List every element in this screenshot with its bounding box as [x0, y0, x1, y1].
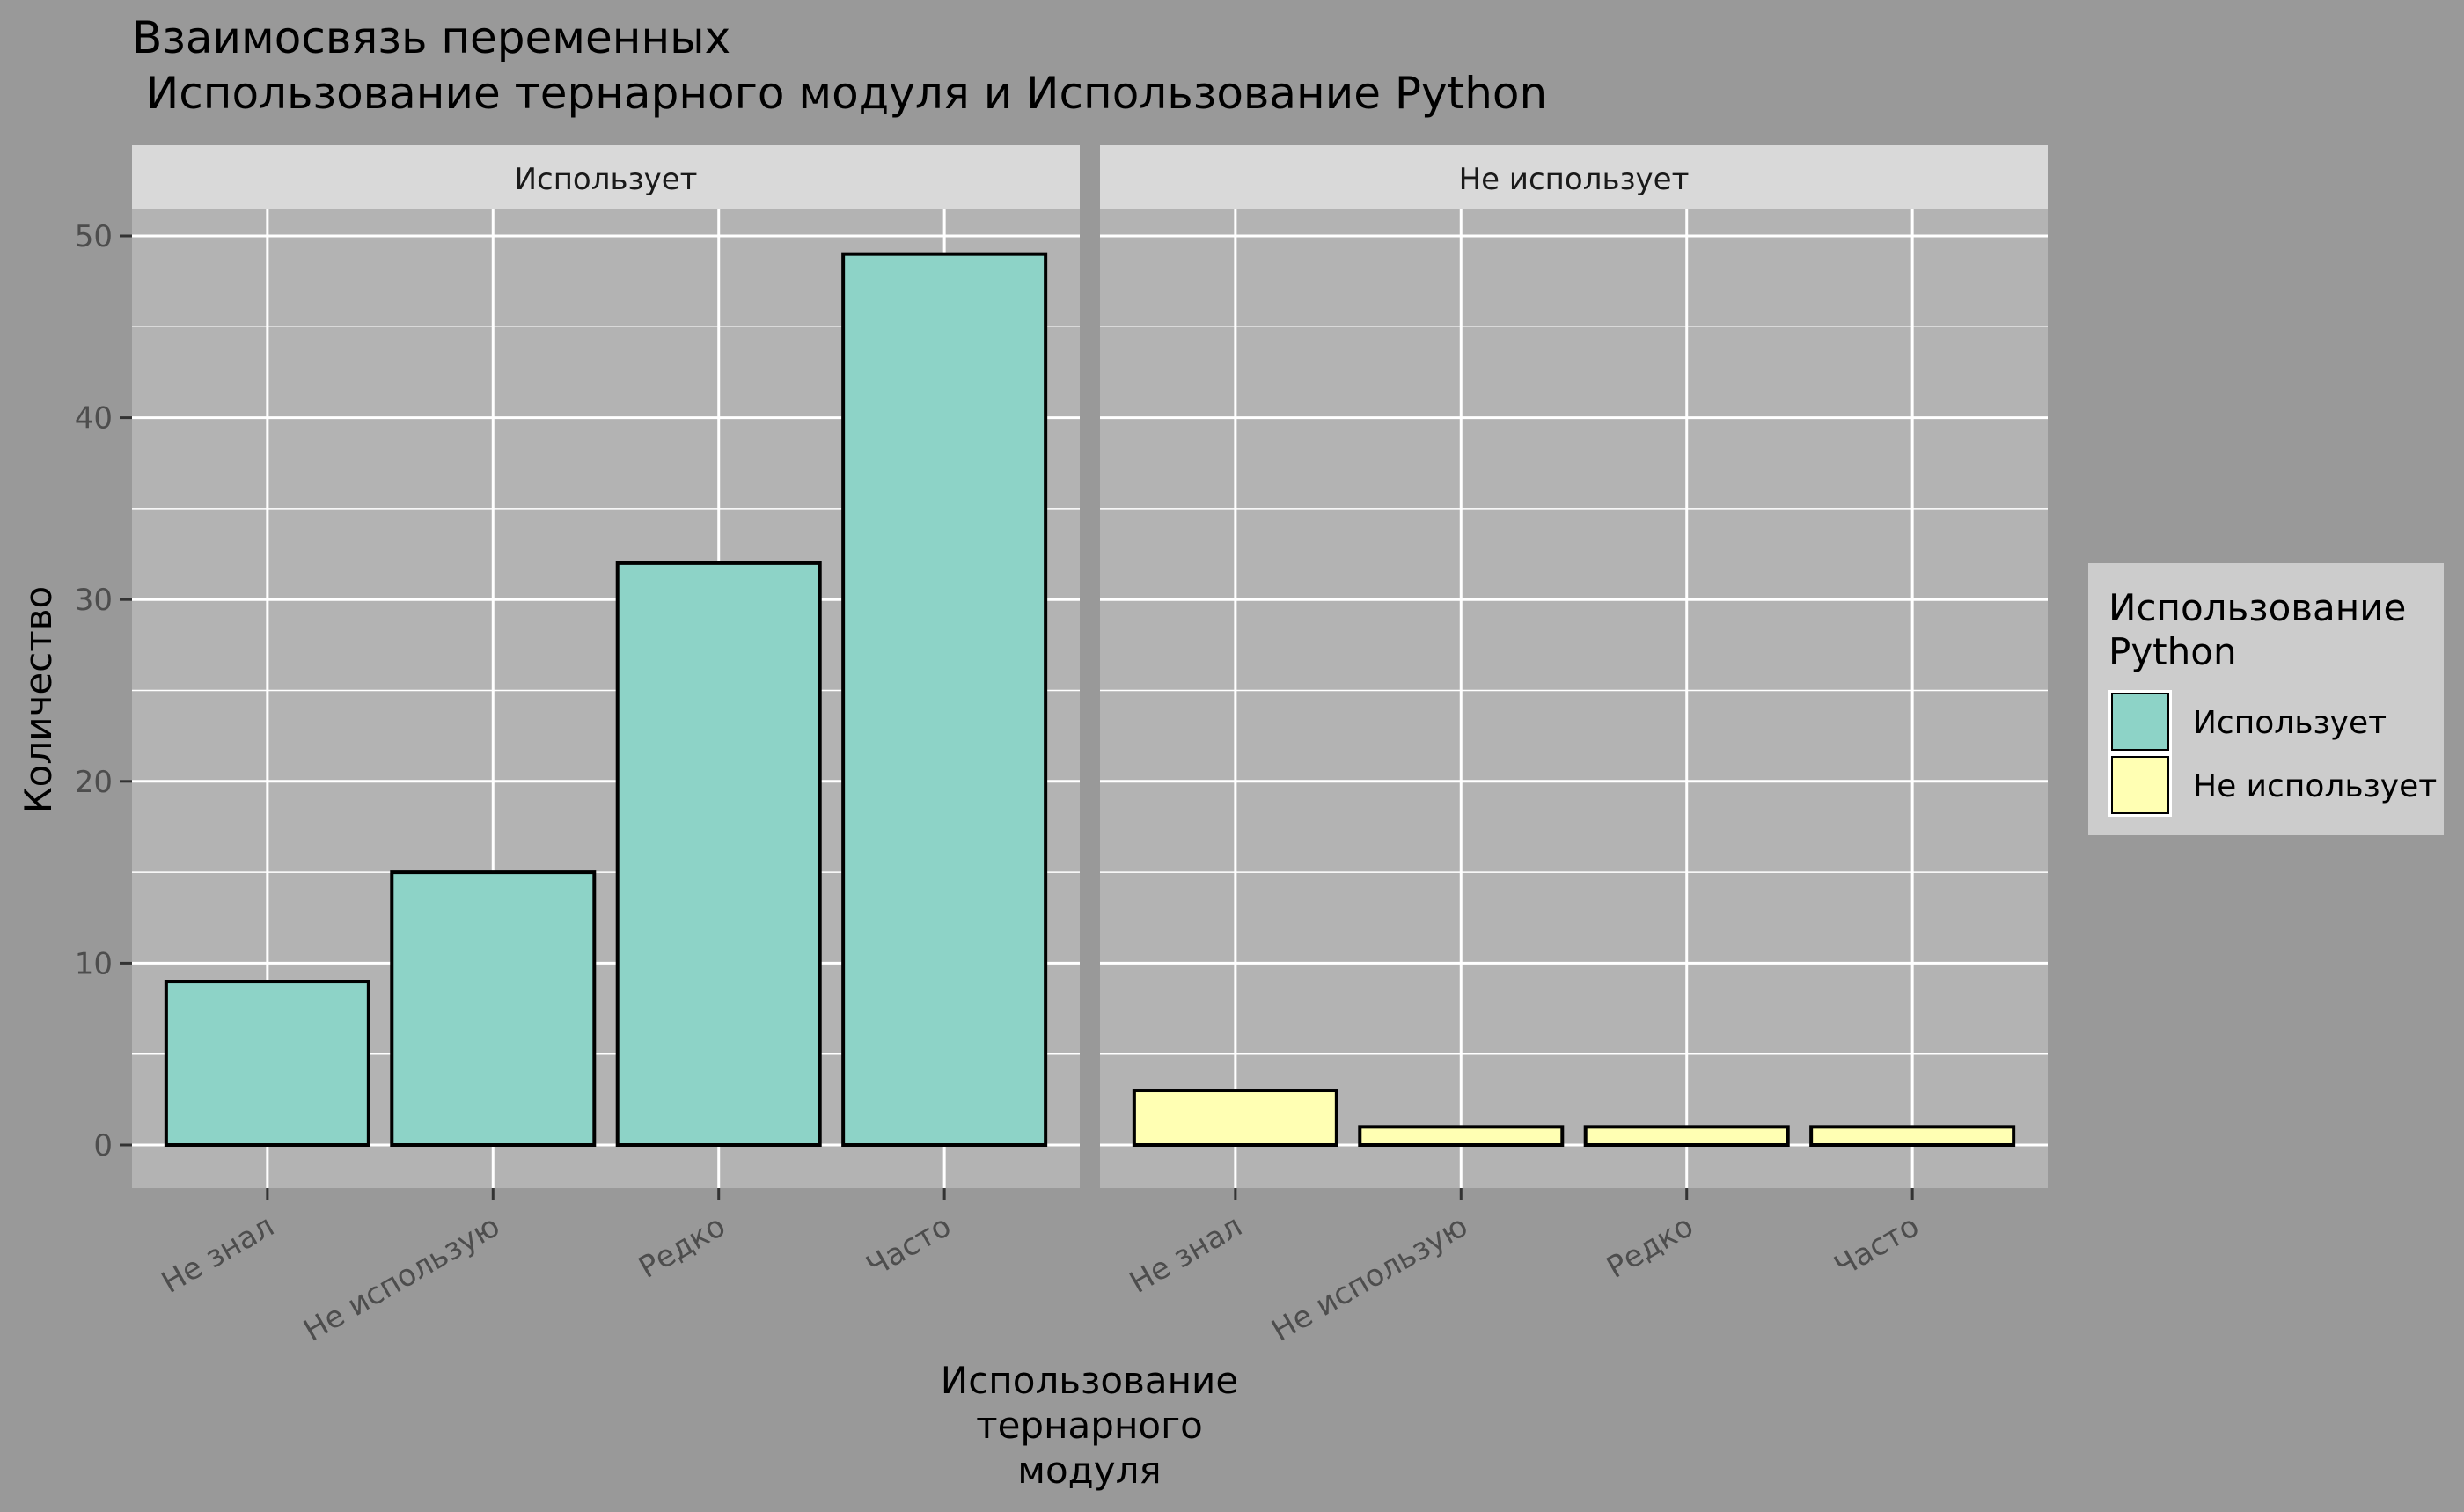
y-tick-label: 20 — [75, 765, 113, 800]
y-tick-label: 0 — [93, 1128, 113, 1163]
legend-label-ispolzuet: Использует — [2193, 705, 2387, 741]
legend-label-ne-ispolzuet: Не использует — [2193, 768, 2437, 804]
y-tick-label: 30 — [75, 583, 113, 618]
legend-swatch-ne-ispolzuet — [2111, 756, 2169, 814]
panel-background — [1100, 209, 2048, 1188]
facet-strip-label: Не использует — [1459, 162, 1690, 197]
bar — [841, 252, 1048, 1148]
bar — [615, 561, 822, 1147]
x-axis-label-line-2: тернарного — [976, 1404, 1203, 1447]
y-tick-label: 50 — [75, 219, 113, 254]
x-axis-label-line-3: модуля — [1017, 1449, 1161, 1492]
legend: Использование Python Использует Не испол… — [2088, 563, 2444, 835]
bar — [1809, 1125, 2016, 1147]
legend-swatch-ispolzuet — [2111, 693, 2169, 751]
legend-title-line-1: Использование — [2108, 586, 2406, 629]
x-axis-label-line-1: Использование — [941, 1359, 1238, 1402]
y-tick-label: 10 — [75, 946, 113, 981]
bar — [390, 870, 597, 1147]
y-tick-label: 40 — [75, 401, 113, 437]
bar — [1132, 1089, 1338, 1148]
bar — [1358, 1125, 1565, 1147]
chart-subtitle: Использование тернарного модуля и Исполь… — [132, 68, 1547, 119]
facet-strip-label: Использует — [515, 162, 698, 197]
bar — [1583, 1125, 1790, 1147]
facet-strip — [132, 145, 1080, 209]
bar — [164, 980, 370, 1148]
legend-title-line-2: Python — [2108, 630, 2237, 673]
chart-title: Взаимосвязь переменных — [132, 12, 730, 63]
facet-strip — [1100, 145, 2048, 209]
y-axis-label: Количество — [17, 586, 60, 813]
